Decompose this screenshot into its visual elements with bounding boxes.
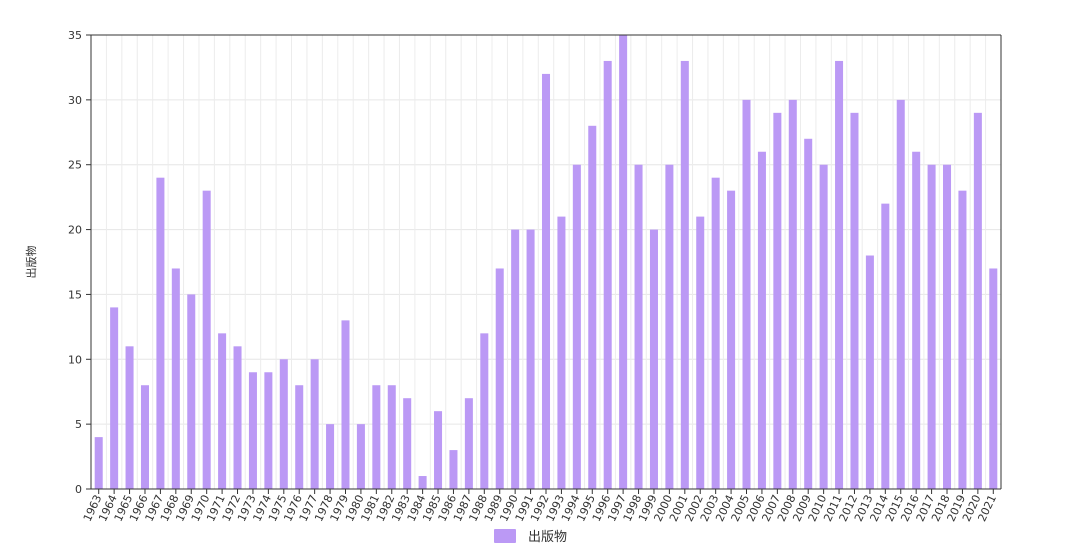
bar-1977[interactable] [310,359,319,489]
bar-1997[interactable] [619,35,628,489]
bar-2014[interactable] [881,203,890,489]
legend-label[interactable]: 出版物 [528,530,567,545]
y-axis-ticks: 0 5 10 15 20 25 30 35 [68,29,91,496]
bar-2000[interactable] [665,164,674,489]
bar-2006[interactable] [757,151,766,489]
bar-1993[interactable] [557,216,566,489]
legend-swatch[interactable] [494,529,516,543]
bar-1975[interactable] [279,359,288,489]
y-tick-label: 0 [75,483,82,496]
bar-1966[interactable] [140,385,149,489]
bar-1967[interactable] [156,177,165,489]
bar-1973[interactable] [248,372,257,489]
bar-1982[interactable] [387,385,396,489]
bar-1971[interactable] [218,333,227,489]
y-tick-label: 25 [68,159,82,172]
bar-1979[interactable] [341,320,350,489]
bar-1985[interactable] [434,411,443,489]
bar-2008[interactable] [788,99,797,489]
bar-1984[interactable] [418,476,427,489]
bar-1986[interactable] [449,450,458,489]
bar-1981[interactable] [372,385,381,489]
y-tick-label: 35 [68,29,82,42]
bar-1987[interactable] [464,398,473,489]
bar-2015[interactable] [896,99,905,489]
y-tick-label: 20 [68,224,82,237]
bar-1974[interactable] [264,372,273,489]
bar-1976[interactable] [295,385,304,489]
bar-2001[interactable] [680,60,689,489]
bar-2002[interactable] [696,216,705,489]
bar-1988[interactable] [480,333,489,489]
bar-2020[interactable] [973,112,982,489]
bar-1980[interactable] [356,424,365,489]
bar-2019[interactable] [958,190,967,489]
x-axis-ticks: 1963196419651966196719681969197019711972… [81,489,999,524]
y-tick-label: 15 [68,288,82,301]
bar-1992[interactable] [541,73,551,490]
bar-1995[interactable] [588,125,597,490]
legend[interactable]: 出版物 [494,529,567,545]
grid-lines [90,34,1002,490]
bars [94,35,998,490]
bar-2009[interactable] [804,138,813,489]
y-tick-label: 30 [68,94,82,107]
bar-2005[interactable] [742,99,751,489]
bar-2010[interactable] [819,164,828,489]
bar-2021[interactable] [989,268,998,489]
bar-1978[interactable] [326,424,335,489]
bar-2004[interactable] [727,190,736,489]
bar-1991[interactable] [526,229,535,490]
bar-2003[interactable] [711,177,720,489]
bar-1994[interactable] [572,164,581,489]
bar-1999[interactable] [649,229,658,490]
bar-2007[interactable] [773,112,782,489]
bar-1968[interactable] [171,268,180,489]
bar-1965[interactable] [125,346,134,489]
bar-1964[interactable] [110,307,119,489]
bar-1972[interactable] [233,346,242,489]
bar-1983[interactable] [403,398,412,489]
bar-1969[interactable] [187,294,196,489]
y-axis-title: 出版物 [24,246,38,279]
bar-1996[interactable] [603,60,612,489]
bar-2016[interactable] [912,151,921,489]
bar-2011[interactable] [835,60,844,489]
y-tick-label: 10 [68,353,82,366]
bar-1970[interactable] [202,190,211,489]
bar-2018[interactable] [943,164,952,489]
bar-1998[interactable] [634,164,643,489]
bar-2012[interactable] [850,112,859,489]
bar-1989[interactable] [495,268,504,489]
bar-2013[interactable] [865,255,874,489]
y-tick-label: 5 [75,418,82,431]
bar-1990[interactable] [511,229,520,490]
bar-2017[interactable] [927,164,936,489]
bar-1963[interactable] [94,437,103,489]
